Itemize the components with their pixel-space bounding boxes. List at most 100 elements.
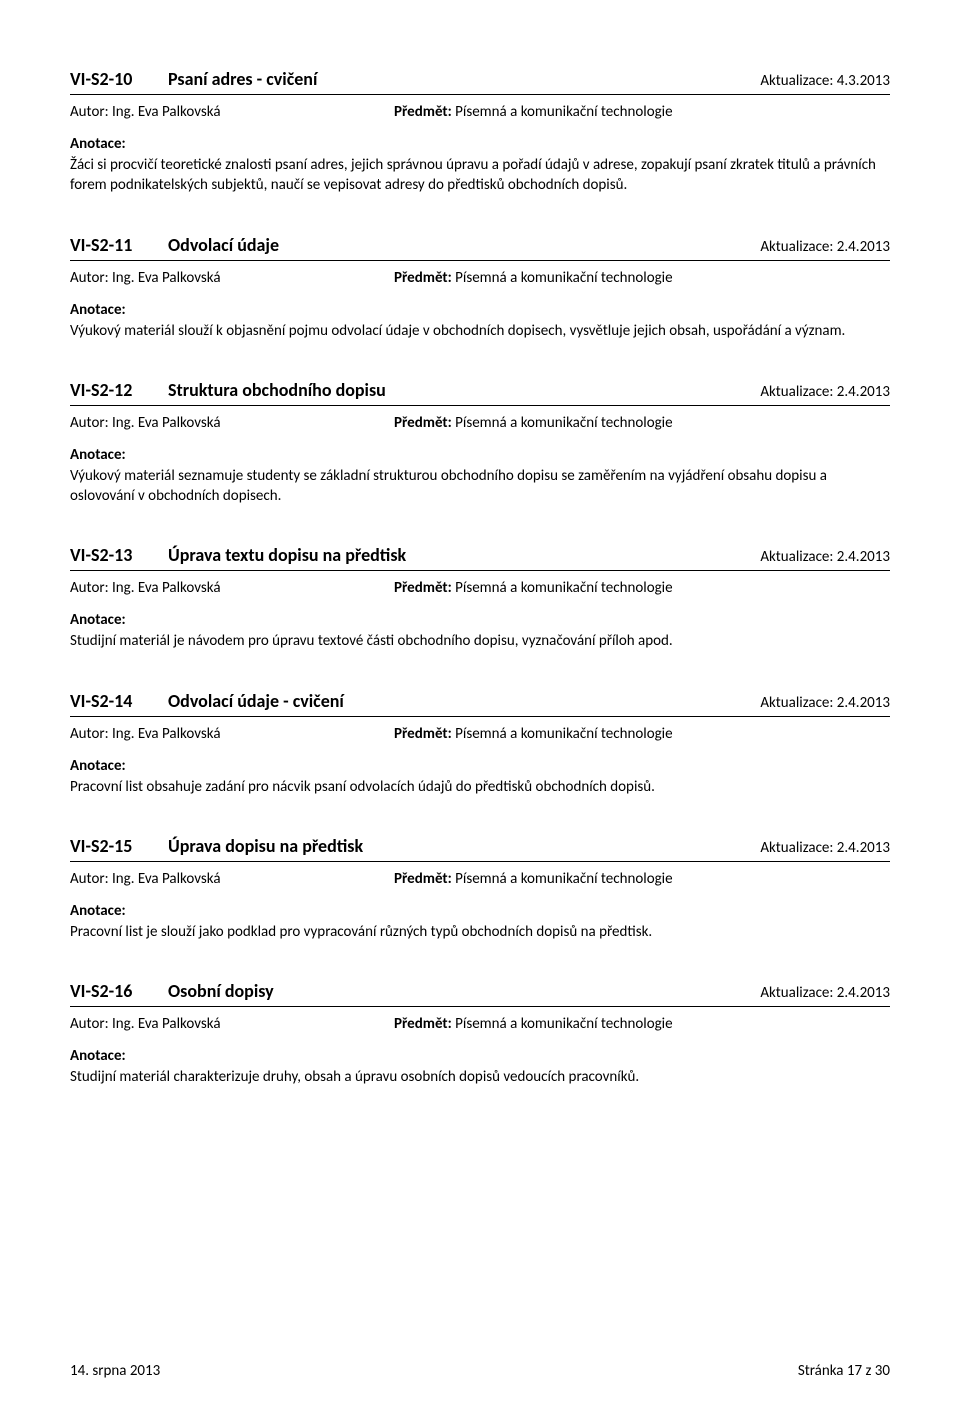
entry-header-left: VI-S2-12 Struktura obchodního dopisu	[70, 379, 386, 401]
annotation-label: Anotace:	[70, 1047, 890, 1065]
annotation-text: Studijní materiál charakterizuje druhy, …	[70, 1067, 890, 1087]
updated-prefix: Aktualizace:	[760, 383, 836, 401]
author-name: Ing. Eva Palkovská	[112, 1015, 221, 1033]
divider	[70, 94, 890, 95]
entry: VI-S2-10 Psaní adres - cvičení Aktualiza…	[70, 68, 890, 196]
entry-meta-row: Autor: Ing. Eva Palkovská Předmět: Písem…	[70, 725, 890, 743]
subject-label: Předmět:	[394, 414, 452, 432]
subject-value: Písemná a komunikační technologie	[455, 870, 672, 888]
updated-date: 2.4.2013	[837, 839, 890, 857]
entry-code: VI-S2-10	[70, 68, 168, 90]
author-name: Ing. Eva Palkovská	[112, 870, 221, 888]
entry-title: Úprava dopisu na předtisk	[168, 835, 363, 857]
divider	[70, 570, 890, 571]
entry: VI-S2-14 Odvolací údaje - cvičení Aktual…	[70, 690, 890, 797]
entry-author: Autor: Ing. Eva Palkovská	[70, 870, 394, 888]
updated-prefix: Aktualizace:	[760, 238, 836, 256]
entry-author: Autor: Ing. Eva Palkovská	[70, 414, 394, 432]
entry: VI-S2-16 Osobní dopisy Aktualizace: 2.4.…	[70, 980, 890, 1087]
subject-value: Písemná a komunikační technologie	[455, 269, 672, 287]
annotation-label: Anotace:	[70, 301, 890, 319]
entry-header-left: VI-S2-13 Úprava textu dopisu na předtisk	[70, 544, 406, 566]
updated-date: 2.4.2013	[837, 383, 890, 401]
entry-header-row: VI-S2-13 Úprava textu dopisu na předtisk…	[70, 544, 890, 566]
author-prefix: Autor:	[70, 870, 112, 888]
divider	[70, 716, 890, 717]
updated-date: 2.4.2013	[837, 238, 890, 256]
entry-header-left: VI-S2-16 Osobní dopisy	[70, 980, 274, 1002]
entry-title: Psaní adres - cvičení	[168, 68, 317, 90]
author-prefix: Autor:	[70, 1015, 112, 1033]
entry-header-row: VI-S2-11 Odvolací údaje Aktualizace: 2.4…	[70, 234, 890, 256]
annotation-text: Pracovní list je slouží jako podklad pro…	[70, 922, 890, 942]
entry-author: Autor: Ing. Eva Palkovská	[70, 725, 394, 743]
entry-meta-row: Autor: Ing. Eva Palkovská Předmět: Písem…	[70, 414, 890, 432]
author-name: Ing. Eva Palkovská	[112, 414, 221, 432]
entry-updated: Aktualizace: 4.3.2013	[760, 72, 890, 90]
entry-subject: Předmět: Písemná a komunikační technolog…	[394, 414, 673, 432]
annotation-label: Anotace:	[70, 757, 890, 775]
entry-meta-row: Autor: Ing. Eva Palkovská Předmět: Písem…	[70, 579, 890, 597]
entry-header-row: VI-S2-12 Struktura obchodního dopisu Akt…	[70, 379, 890, 401]
entry-title: Osobní dopisy	[168, 980, 274, 1002]
subject-value: Písemná a komunikační technologie	[455, 1015, 672, 1033]
entry-subject: Předmět: Písemná a komunikační technolog…	[394, 725, 673, 743]
annotation-text: Výukový materiál slouží k objasnění pojm…	[70, 321, 890, 341]
entry-code: VI-S2-14	[70, 690, 168, 712]
entry-header-row: VI-S2-15 Úprava dopisu na předtisk Aktua…	[70, 835, 890, 857]
author-prefix: Autor:	[70, 269, 112, 287]
entry-updated: Aktualizace: 2.4.2013	[760, 984, 890, 1002]
updated-date: 2.4.2013	[837, 984, 890, 1002]
entry-subject: Předmět: Písemná a komunikační technolog…	[394, 579, 673, 597]
subject-label: Předmět:	[394, 870, 452, 888]
entry-updated: Aktualizace: 2.4.2013	[760, 839, 890, 857]
annotation-text: Pracovní list obsahuje zadání pro nácvik…	[70, 777, 890, 797]
annotation-label: Anotace:	[70, 902, 890, 920]
entry-meta-row: Autor: Ing. Eva Palkovská Předmět: Písem…	[70, 1015, 890, 1033]
entry-code: VI-S2-11	[70, 234, 168, 256]
divider	[70, 405, 890, 406]
footer-page: Stránka 17 z 30	[798, 1362, 890, 1380]
entry-title: Úprava textu dopisu na předtisk	[168, 544, 406, 566]
subject-label: Předmět:	[394, 725, 452, 743]
entry-author: Autor: Ing. Eva Palkovská	[70, 269, 394, 287]
entry-author: Autor: Ing. Eva Palkovská	[70, 579, 394, 597]
updated-date: 4.3.2013	[837, 72, 890, 90]
annotation-text: Studijní materiál je návodem pro úpravu …	[70, 631, 890, 651]
entry-header-left: VI-S2-14 Odvolací údaje - cvičení	[70, 690, 344, 712]
entry-header-row: VI-S2-16 Osobní dopisy Aktualizace: 2.4.…	[70, 980, 890, 1002]
updated-date: 2.4.2013	[837, 548, 890, 566]
updated-prefix: Aktualizace:	[760, 694, 836, 712]
entry-header-left: VI-S2-10 Psaní adres - cvičení	[70, 68, 317, 90]
entry-updated: Aktualizace: 2.4.2013	[760, 238, 890, 256]
entry: VI-S2-11 Odvolací údaje Aktualizace: 2.4…	[70, 234, 890, 341]
entry-subject: Předmět: Písemná a komunikační technolog…	[394, 870, 673, 888]
footer-date: 14. srpna 2013	[70, 1362, 160, 1380]
updated-prefix: Aktualizace:	[760, 548, 836, 566]
updated-date: 2.4.2013	[837, 694, 890, 712]
subject-label: Předmět:	[394, 1015, 452, 1033]
annotation-text: Výukový materiál seznamuje studenty se z…	[70, 466, 890, 507]
divider	[70, 1006, 890, 1007]
divider	[70, 260, 890, 261]
entry-code: VI-S2-15	[70, 835, 168, 857]
subject-value: Písemná a komunikační technologie	[455, 103, 672, 121]
entry-subject: Předmět: Písemná a komunikační technolog…	[394, 269, 673, 287]
entry-code: VI-S2-12	[70, 379, 168, 401]
annotation-label: Anotace:	[70, 446, 890, 464]
entry-header-left: VI-S2-15 Úprava dopisu na předtisk	[70, 835, 363, 857]
page-footer: 14. srpna 2013 Stránka 17 z 30	[70, 1362, 890, 1380]
divider	[70, 861, 890, 862]
subject-value: Písemná a komunikační technologie	[455, 579, 672, 597]
entry-author: Autor: Ing. Eva Palkovská	[70, 1015, 394, 1033]
entry-meta-row: Autor: Ing. Eva Palkovská Předmět: Písem…	[70, 269, 890, 287]
annotation-label: Anotace:	[70, 611, 890, 629]
updated-prefix: Aktualizace:	[760, 839, 836, 857]
annotation-text: Žáci si procvičí teoretické znalosti psa…	[70, 155, 890, 196]
entry-header-row: VI-S2-14 Odvolací údaje - cvičení Aktual…	[70, 690, 890, 712]
entry-meta-row: Autor: Ing. Eva Palkovská Předmět: Písem…	[70, 103, 890, 121]
entry-code: VI-S2-13	[70, 544, 168, 566]
author-name: Ing. Eva Palkovská	[112, 725, 221, 743]
entry: VI-S2-12 Struktura obchodního dopisu Akt…	[70, 379, 890, 507]
entry: VI-S2-13 Úprava textu dopisu na předtisk…	[70, 544, 890, 651]
